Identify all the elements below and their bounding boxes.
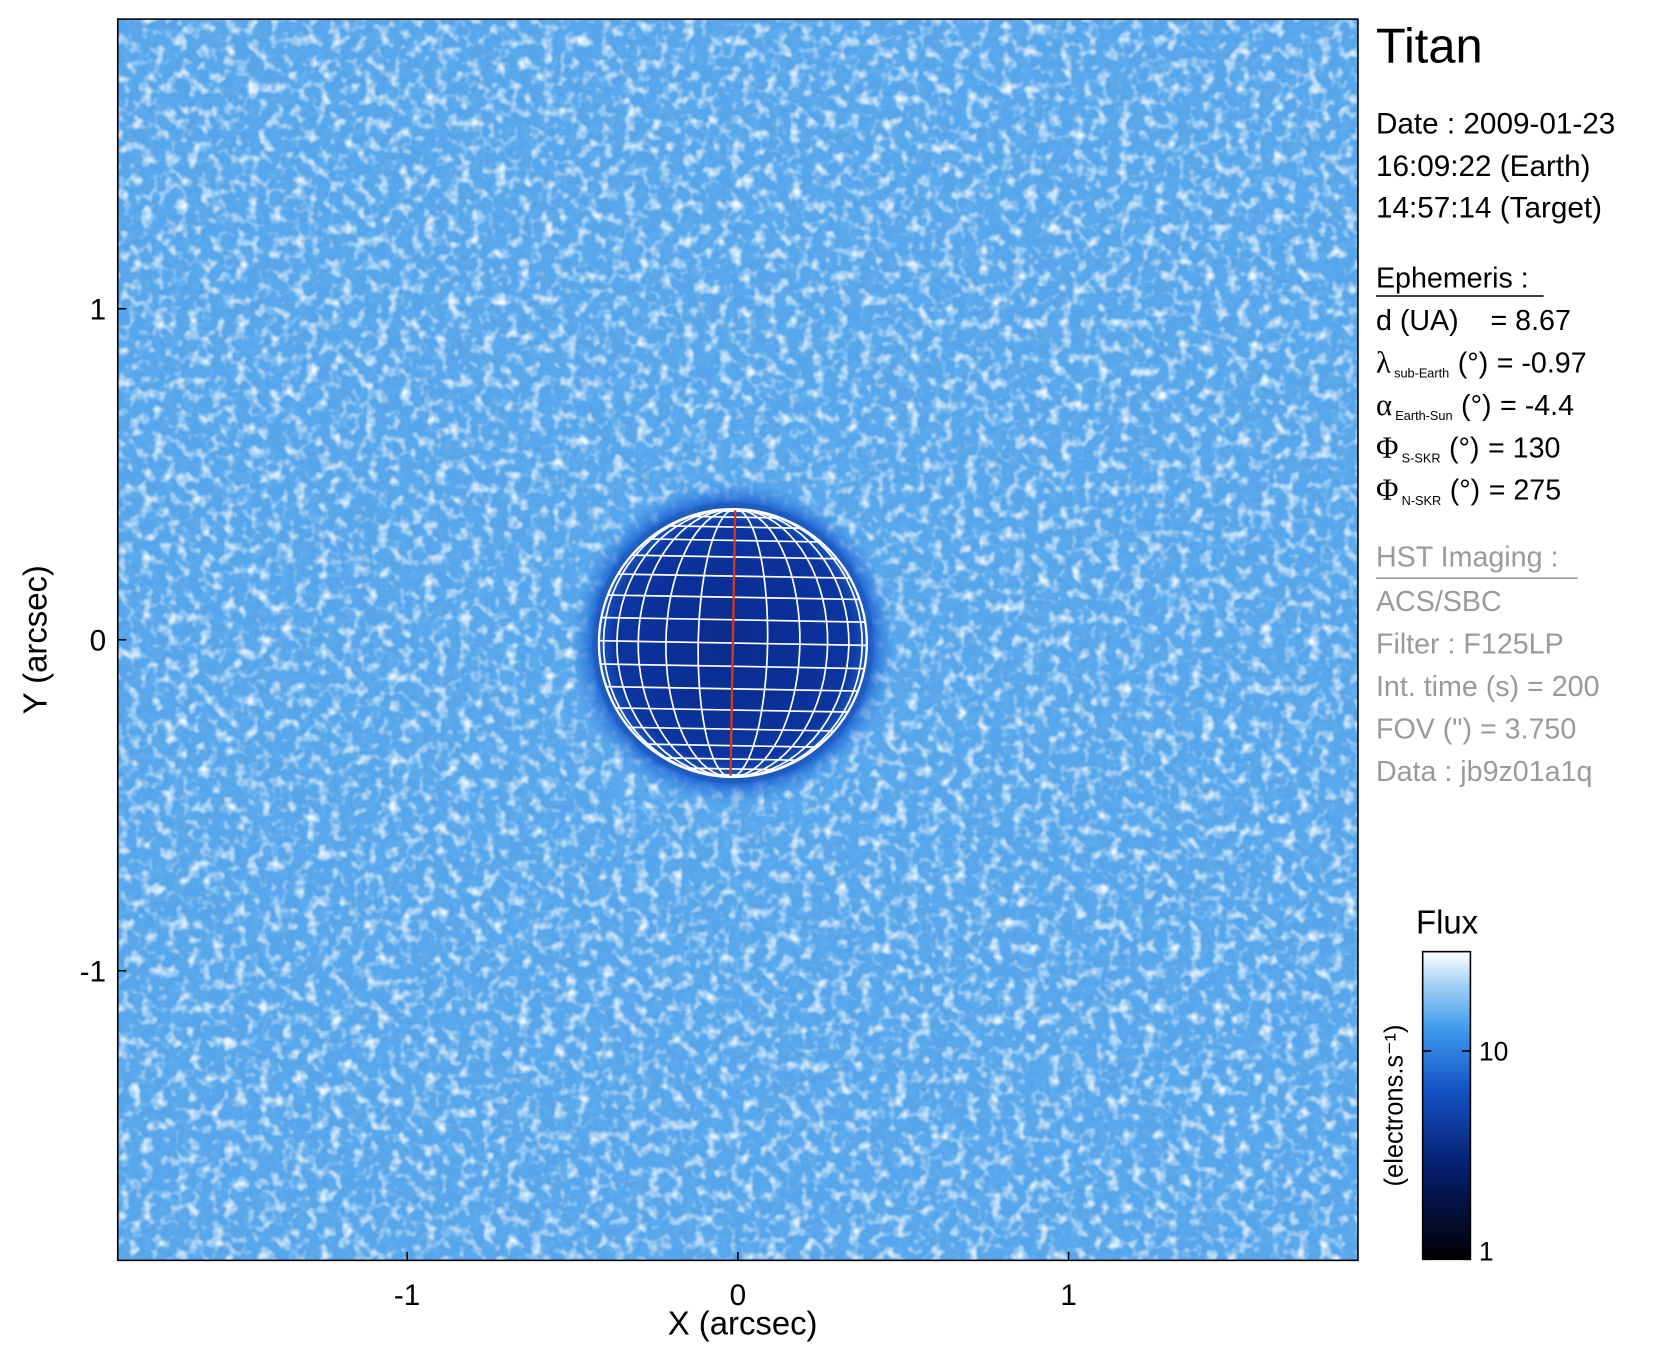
ephemeris-rows: d (UA) = 8.67λ sub-Earth (°) = -0.97α Earth-S… [1376, 305, 1587, 508]
planet-grid [597, 507, 869, 779]
colorbar-label: (electrons.s⁻¹) [1381, 1024, 1409, 1186]
meridian [697, 508, 736, 778]
imaging-line: FOV (") = 3.750 [1376, 713, 1576, 745]
imaging-line: Filter : F125LP [1376, 629, 1564, 661]
target-time: 14:57:14 (Target) [1376, 192, 1602, 225]
row-value: = -0.97 [1497, 347, 1587, 379]
row-unit: (°) [1458, 347, 1489, 379]
ephemeris-heading: Ephemeris : [1376, 263, 1529, 295]
central-meridian [729, 509, 737, 778]
colorbar-tick-label: 1 [1479, 1236, 1494, 1266]
chart-title: Titan [1376, 20, 1483, 74]
row-value: = 275 [1489, 475, 1561, 507]
x-tick-label: -1 [394, 1279, 420, 1312]
earth-time: 16:09:22 (Earth) [1376, 150, 1591, 183]
meridian [616, 508, 736, 778]
limb [597, 507, 869, 779]
y-tick-label: 1 [90, 293, 107, 326]
x-tick-label: 1 [1060, 1279, 1077, 1312]
row-value: = -4.4 [1500, 390, 1574, 422]
meridian [730, 508, 829, 778]
imaging-line: Data : jb9z01a1q [1376, 756, 1592, 788]
row-value: = 130 [1488, 432, 1560, 464]
y-tick-label: 0 [90, 624, 107, 657]
row-symbol: Φ [1376, 430, 1398, 464]
date: Date : 2009-01-23 [1376, 108, 1615, 141]
imaging-line: Int. time (s) = 200 [1376, 671, 1600, 703]
row-subscript: S-SKR [1402, 451, 1441, 466]
row-symbol: Φ [1376, 473, 1398, 507]
ephemeris-row: λ sub-Earth (°) = -0.97 [1376, 345, 1587, 380]
ephemeris-row: α Earth-Sun (°) = -4.4 [1376, 388, 1574, 423]
colorbar [1421, 950, 1472, 1261]
ephemeris-row: Φ S-SKR (°) = 130 [1376, 430, 1560, 465]
meridian [637, 508, 736, 778]
row-symbol: λ [1376, 345, 1391, 379]
y-tick-label: -1 [80, 955, 106, 988]
image-area [117, 19, 1358, 1261]
x-tick-label: 0 [730, 1279, 747, 1312]
row-label: d (UA) [1376, 305, 1459, 337]
row-unit: (°) [1461, 390, 1492, 422]
y-axis-label: Y (arcsec) [17, 565, 54, 714]
colorbar-title: Flux [1416, 904, 1479, 941]
meridian [730, 508, 769, 778]
imaging-heading: HST Imaging : [1376, 542, 1558, 574]
ephemeris-row: Φ N-SKR (°) = 275 [1376, 473, 1561, 508]
imaging-line: ACS/SBC [1376, 586, 1502, 618]
ephemeris-row: d (UA) = 8.67 [1376, 305, 1571, 337]
row-symbol: α [1376, 388, 1392, 422]
meridian [665, 508, 736, 778]
row-value: = 8.67 [1491, 305, 1571, 337]
meridian [730, 508, 850, 778]
row-unit: (°) [1449, 432, 1480, 464]
row-subscript: sub-Earth [1394, 366, 1449, 381]
colorbar-tick-label: 10 [1479, 1037, 1509, 1067]
row-subscript: Earth-Sun [1395, 408, 1452, 423]
row-subscript: N-SKR [1402, 493, 1442, 508]
row-unit: (°) [1450, 475, 1481, 507]
imaging-lines: ACS/SBC Filter : F125LP Int. time (s) = 20… [1376, 586, 1600, 788]
x-axis-label: X (arcsec) [668, 1305, 818, 1342]
meridian [730, 508, 801, 778]
